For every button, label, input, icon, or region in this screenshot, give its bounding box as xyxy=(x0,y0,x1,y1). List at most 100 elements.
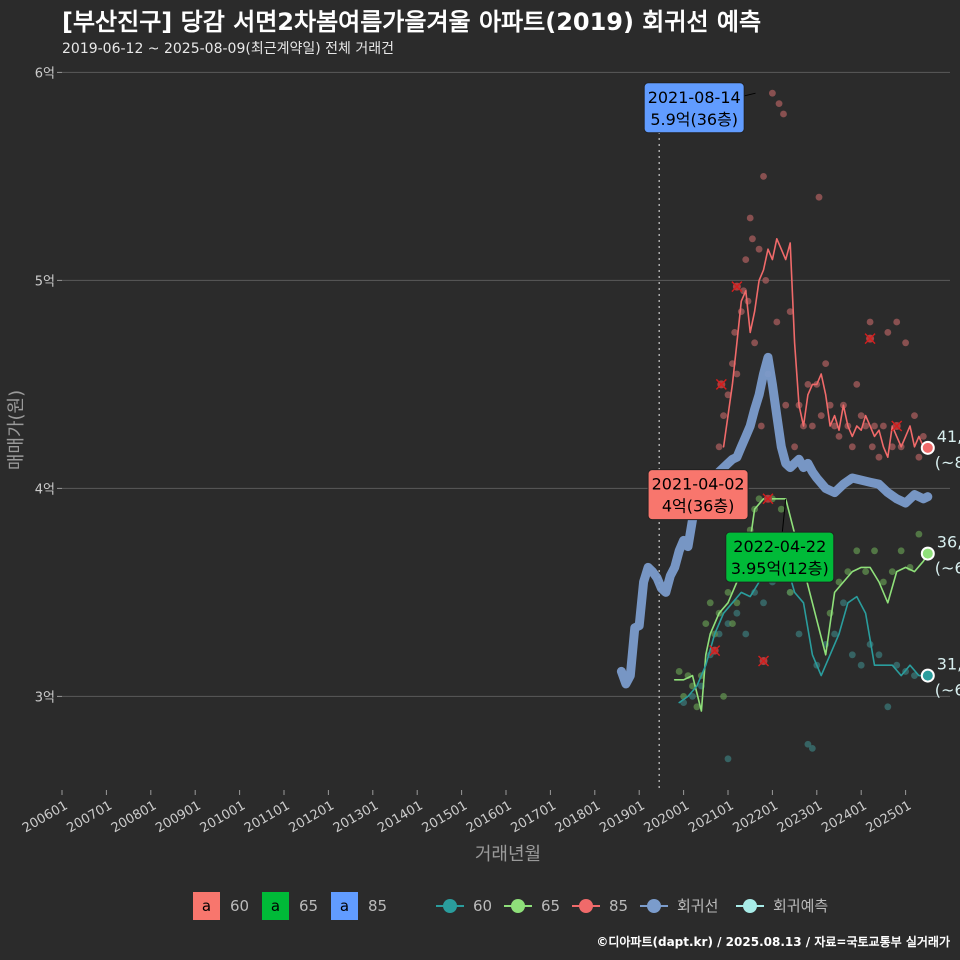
end-area-label: (~60㎡) xyxy=(935,681,960,700)
scatter-point-85 xyxy=(915,453,923,461)
x-tick-label: 202101 xyxy=(686,798,736,836)
scatter-point-60 xyxy=(742,630,750,638)
scatter-point-85 xyxy=(746,214,754,222)
x-marker xyxy=(762,493,774,505)
x-tick-label: 200701 xyxy=(64,798,114,836)
scatter-point-60 xyxy=(884,703,892,711)
scatter-point-85 xyxy=(731,329,739,336)
gridlines xyxy=(62,71,950,790)
annotation-price: 3.95억(12층) xyxy=(731,559,829,578)
chart-subtitle: 2019-06-12 ~ 2025-08-09(최근계약일) 전체 거래건 xyxy=(62,41,394,57)
scatter-point-65 xyxy=(693,703,701,711)
x-tick-label: 202301 xyxy=(775,798,825,836)
end-value-label: 36,867 xyxy=(937,533,960,552)
y-axis-title: 매매가(원) xyxy=(6,390,27,470)
scatter-point-60 xyxy=(804,740,812,748)
legend-point-swatch xyxy=(743,899,757,913)
scatter-point-60 xyxy=(831,630,838,638)
legend-fill-label: 85 xyxy=(368,897,387,915)
scatter-point-85 xyxy=(749,235,756,243)
scatter-point-85 xyxy=(871,422,878,430)
scatter-point-85 xyxy=(751,339,759,347)
scatter-point-85 xyxy=(773,318,781,326)
scatter-point-65 xyxy=(733,599,741,607)
chart-title: [부산진구] 당감 서면2차봄여름가을겨울 아파트(2019) 회귀선 예측 xyxy=(62,8,762,36)
scatter-point-60 xyxy=(857,661,865,669)
y-tick-label: 5억 xyxy=(35,274,55,289)
scatter-point-85 xyxy=(902,339,909,347)
y-tick-label: 3억 xyxy=(35,690,55,705)
legend-point-swatch xyxy=(443,899,457,913)
scatter-point-65 xyxy=(835,578,843,586)
annotation-box xyxy=(725,531,835,583)
end-points: 41,950 (~85㎡) 36,867 (~65㎡) 31,000 (~60㎡) xyxy=(920,427,960,700)
scatter-point-85 xyxy=(780,110,787,118)
scatter-point-85 xyxy=(808,422,816,430)
end-point-65 xyxy=(920,546,935,561)
scatter-point-65 xyxy=(702,620,710,627)
legend-point-swatch xyxy=(511,899,525,913)
legend-fill-key: a xyxy=(340,897,349,915)
scatter-point-85 xyxy=(744,297,752,305)
scatter-point-60 xyxy=(760,599,767,607)
scatter-point-85 xyxy=(733,370,741,378)
x-tick-label: 201501 xyxy=(420,798,470,836)
scatter-point-65 xyxy=(915,530,923,538)
x-tick-label: 201301 xyxy=(331,798,381,836)
end-value-label: 41,950 xyxy=(937,427,960,446)
scatter-point-60 xyxy=(733,609,741,617)
scatter-point-65 xyxy=(888,568,896,575)
x-tick-label: 200801 xyxy=(109,798,159,836)
annotation-date: 2021-08-14 xyxy=(648,88,741,107)
scatter-point-85 xyxy=(822,360,830,367)
scatter-point-85 xyxy=(835,433,843,440)
scatter-point-60 xyxy=(911,672,918,679)
legend-fill-swatch xyxy=(262,892,289,920)
scatter-point-85 xyxy=(775,100,783,107)
scatter-point-85 xyxy=(866,318,874,326)
annotation-price: 5.9억(36층) xyxy=(650,110,738,129)
x-tick-label: 201201 xyxy=(286,798,336,836)
source-credit: ©디아파트(dapt.kr) / 2025.08.13 / 자료=국토교통부 실… xyxy=(596,935,950,949)
annotation-price: 4억(36층) xyxy=(662,497,734,516)
x-tick-label: 202201 xyxy=(730,798,780,836)
scatter-point-60 xyxy=(795,630,803,638)
scatter-point-60 xyxy=(808,745,816,752)
scatter-point-85 xyxy=(911,412,918,419)
x-tick-label: 201001 xyxy=(198,798,248,836)
x-tick-label: 201901 xyxy=(597,798,647,836)
annotation-box xyxy=(643,82,745,134)
x-tick-label: 201701 xyxy=(508,798,558,836)
scatter-point-65 xyxy=(897,547,905,555)
scatter-point-85 xyxy=(857,412,865,419)
scatter-point-85 xyxy=(919,433,927,440)
scatter-point-85 xyxy=(875,453,883,461)
scatter-point-85 xyxy=(757,422,765,430)
scatter-point-65 xyxy=(755,495,763,503)
scatter-point-85 xyxy=(831,422,838,430)
y-axis: 3억 4억 5억 6억 xyxy=(35,66,62,705)
x-tick-label: 201401 xyxy=(375,798,425,836)
legend-line-label: 회귀예측 xyxy=(773,897,828,915)
end-area-label: (~85㎡) xyxy=(935,453,960,472)
legend-fill-swatch xyxy=(193,892,220,920)
scatter-point-85 xyxy=(737,308,745,315)
x-markers xyxy=(709,281,903,667)
end-value-label: 31,000 xyxy=(937,655,960,674)
legend-fill-label: 60 xyxy=(230,897,249,915)
scatter-point-60 xyxy=(875,651,883,659)
x-tick-label: 202001 xyxy=(642,798,692,836)
scatter-point-65 xyxy=(786,589,794,596)
scatter-point-85 xyxy=(791,443,798,451)
x-marker xyxy=(715,378,727,390)
series-line-65 xyxy=(673,498,929,712)
x-marker xyxy=(864,333,876,345)
x-marker xyxy=(758,655,770,667)
end-area-label: (~65㎡) xyxy=(935,559,960,578)
scatter-point-65 xyxy=(729,620,736,627)
scatter-point-85 xyxy=(786,308,794,315)
scatter-point-65 xyxy=(675,668,683,675)
y-tick-label: 6억 xyxy=(35,66,55,81)
scatter-point-85 xyxy=(888,443,896,451)
